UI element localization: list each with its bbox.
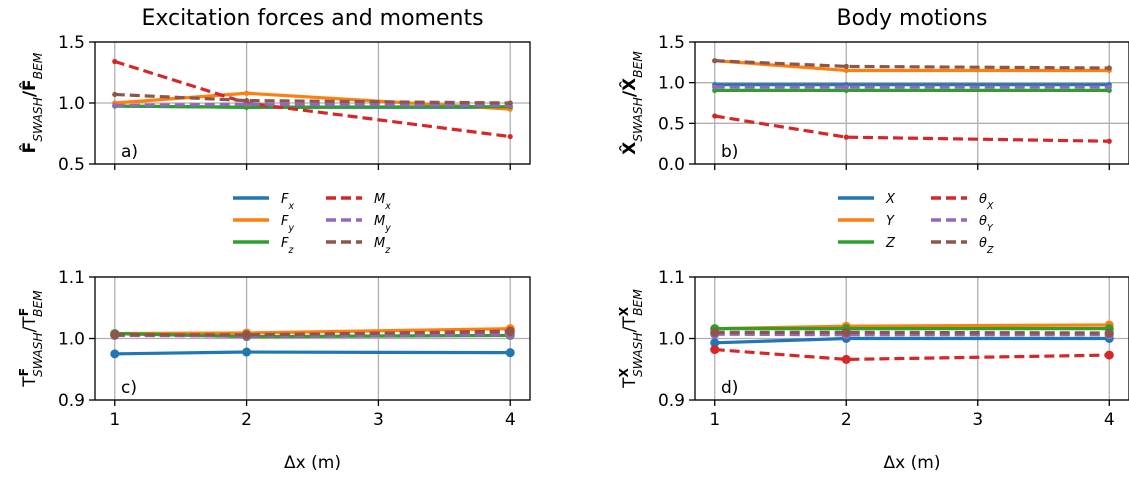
y-tick-label: 1.5 xyxy=(658,33,685,53)
data-point-orange xyxy=(243,90,250,96)
legend-entry: Y xyxy=(886,214,895,229)
legend-entry: Z xyxy=(885,236,896,251)
data-point-brown xyxy=(1104,328,1114,338)
panel-c-series xyxy=(110,324,515,359)
y-axis-label: TXSWASH/TXBEM xyxy=(617,289,645,389)
panel-label: b) xyxy=(721,142,738,162)
y-tick-label: 0.9 xyxy=(58,391,85,411)
y-tick-label: 1.0 xyxy=(58,94,85,114)
axes-layer xyxy=(89,41,1129,406)
series-line-brown xyxy=(114,92,511,105)
data-point-red xyxy=(1106,138,1112,144)
data-point-brown xyxy=(712,58,718,64)
x-tick-label: 4 xyxy=(1104,410,1115,430)
legend-entry: Fz xyxy=(281,236,294,256)
series-line-brown xyxy=(114,330,511,337)
data-point-red xyxy=(712,113,718,119)
legend-entry: Fy xyxy=(281,214,294,234)
series-layer xyxy=(110,58,1114,364)
data-point-red xyxy=(841,354,851,364)
legend-entry: θZ xyxy=(979,236,994,256)
axes-frame xyxy=(94,41,531,165)
data-point-red xyxy=(843,134,849,140)
y-tick-label: 1.5 xyxy=(58,33,85,53)
series-line-purple xyxy=(714,332,1110,337)
y-tick-label: 1.1 xyxy=(658,268,685,288)
y-tick-label: 0.5 xyxy=(658,114,685,134)
legend-entry: θY xyxy=(979,214,994,234)
data-point-brown xyxy=(110,330,120,340)
data-point-brown xyxy=(841,327,851,337)
text-layer: 0.5 1.0 1.5 Excitation forces and moments a)… xyxy=(17,6,1115,473)
y-axis-label: TFSWASH/TFBEM xyxy=(17,290,45,388)
data-point-red xyxy=(112,58,118,65)
panel-b-series xyxy=(712,58,1112,144)
x-tick-label: 1 xyxy=(109,410,120,430)
axes-frame xyxy=(694,276,1129,401)
y-tick-label: 0.5 xyxy=(58,155,85,175)
legend-entry: Mx xyxy=(374,192,391,212)
legend-entry: My xyxy=(374,214,391,234)
data-point-brown xyxy=(243,97,250,104)
data-point-brown xyxy=(507,100,513,106)
data-point-brown xyxy=(242,330,252,340)
data-point-brown xyxy=(505,327,515,337)
x-tick-label: 4 xyxy=(505,410,516,430)
data-point-purple xyxy=(243,101,250,107)
data-point-brown xyxy=(710,327,720,337)
legend-entry: X xyxy=(885,192,896,207)
axes-frame xyxy=(694,41,1129,165)
axes-frame xyxy=(94,276,531,401)
x-tick-label: 1 xyxy=(709,410,720,430)
data-point-purple xyxy=(112,102,118,109)
legend-entry: Mz xyxy=(374,236,391,256)
data-point-purple xyxy=(843,84,849,90)
series-line-red xyxy=(714,347,1110,362)
x-tick-label: 3 xyxy=(972,410,983,430)
panel-d-series xyxy=(710,320,1114,364)
x-tick-label: 3 xyxy=(373,410,384,430)
data-point-blue xyxy=(242,347,252,357)
data-point-purple xyxy=(712,84,718,90)
y-tick-label: 1.1 xyxy=(58,268,85,288)
y-axis-label: X̂SWASH/X̂BEM xyxy=(619,51,645,155)
data-point-blue xyxy=(710,338,720,348)
y-tick-label: 0.9 xyxy=(658,391,685,411)
y-tick-label: 1.0 xyxy=(658,74,685,94)
legend-entry: Fx xyxy=(281,192,294,212)
data-point-red xyxy=(507,133,513,140)
x-axis-label: Δx (m) xyxy=(884,453,941,473)
series-line-brown xyxy=(714,330,1110,335)
series-line-red xyxy=(714,114,1110,143)
data-point-red xyxy=(1104,350,1114,360)
series-line-purple xyxy=(114,102,511,108)
panel-label: a) xyxy=(121,142,138,162)
panel-label: c) xyxy=(121,378,137,398)
x-axis-label: Δx (m) xyxy=(284,453,341,473)
data-point-orange xyxy=(843,67,849,74)
chart-title: Body motions xyxy=(836,6,987,31)
series-line-brown xyxy=(714,59,1110,70)
y-tick-label: 1.0 xyxy=(58,330,85,350)
data-point-purple xyxy=(1106,84,1112,90)
chart-title: Excitation forces and moments xyxy=(141,6,483,31)
series-line-blue xyxy=(114,350,511,356)
panel-label: d) xyxy=(721,378,738,398)
data-point-red xyxy=(710,345,720,355)
y-tick-label: 0.0 xyxy=(658,155,685,175)
y-axis-label: F̂SWASH/F̂BEM xyxy=(19,52,45,153)
y-tick-label: 1.0 xyxy=(658,330,685,350)
data-point-blue xyxy=(505,348,515,358)
x-tick-label: 2 xyxy=(241,410,252,430)
data-point-blue xyxy=(110,349,120,359)
legend-entry: θX xyxy=(979,192,994,212)
data-point-brown xyxy=(1106,65,1112,71)
series-line-purple xyxy=(114,333,511,338)
data-point-brown xyxy=(843,63,849,69)
panel-a-series xyxy=(112,58,513,140)
data-point-brown xyxy=(112,91,118,98)
x-tick-label: 2 xyxy=(841,410,852,430)
